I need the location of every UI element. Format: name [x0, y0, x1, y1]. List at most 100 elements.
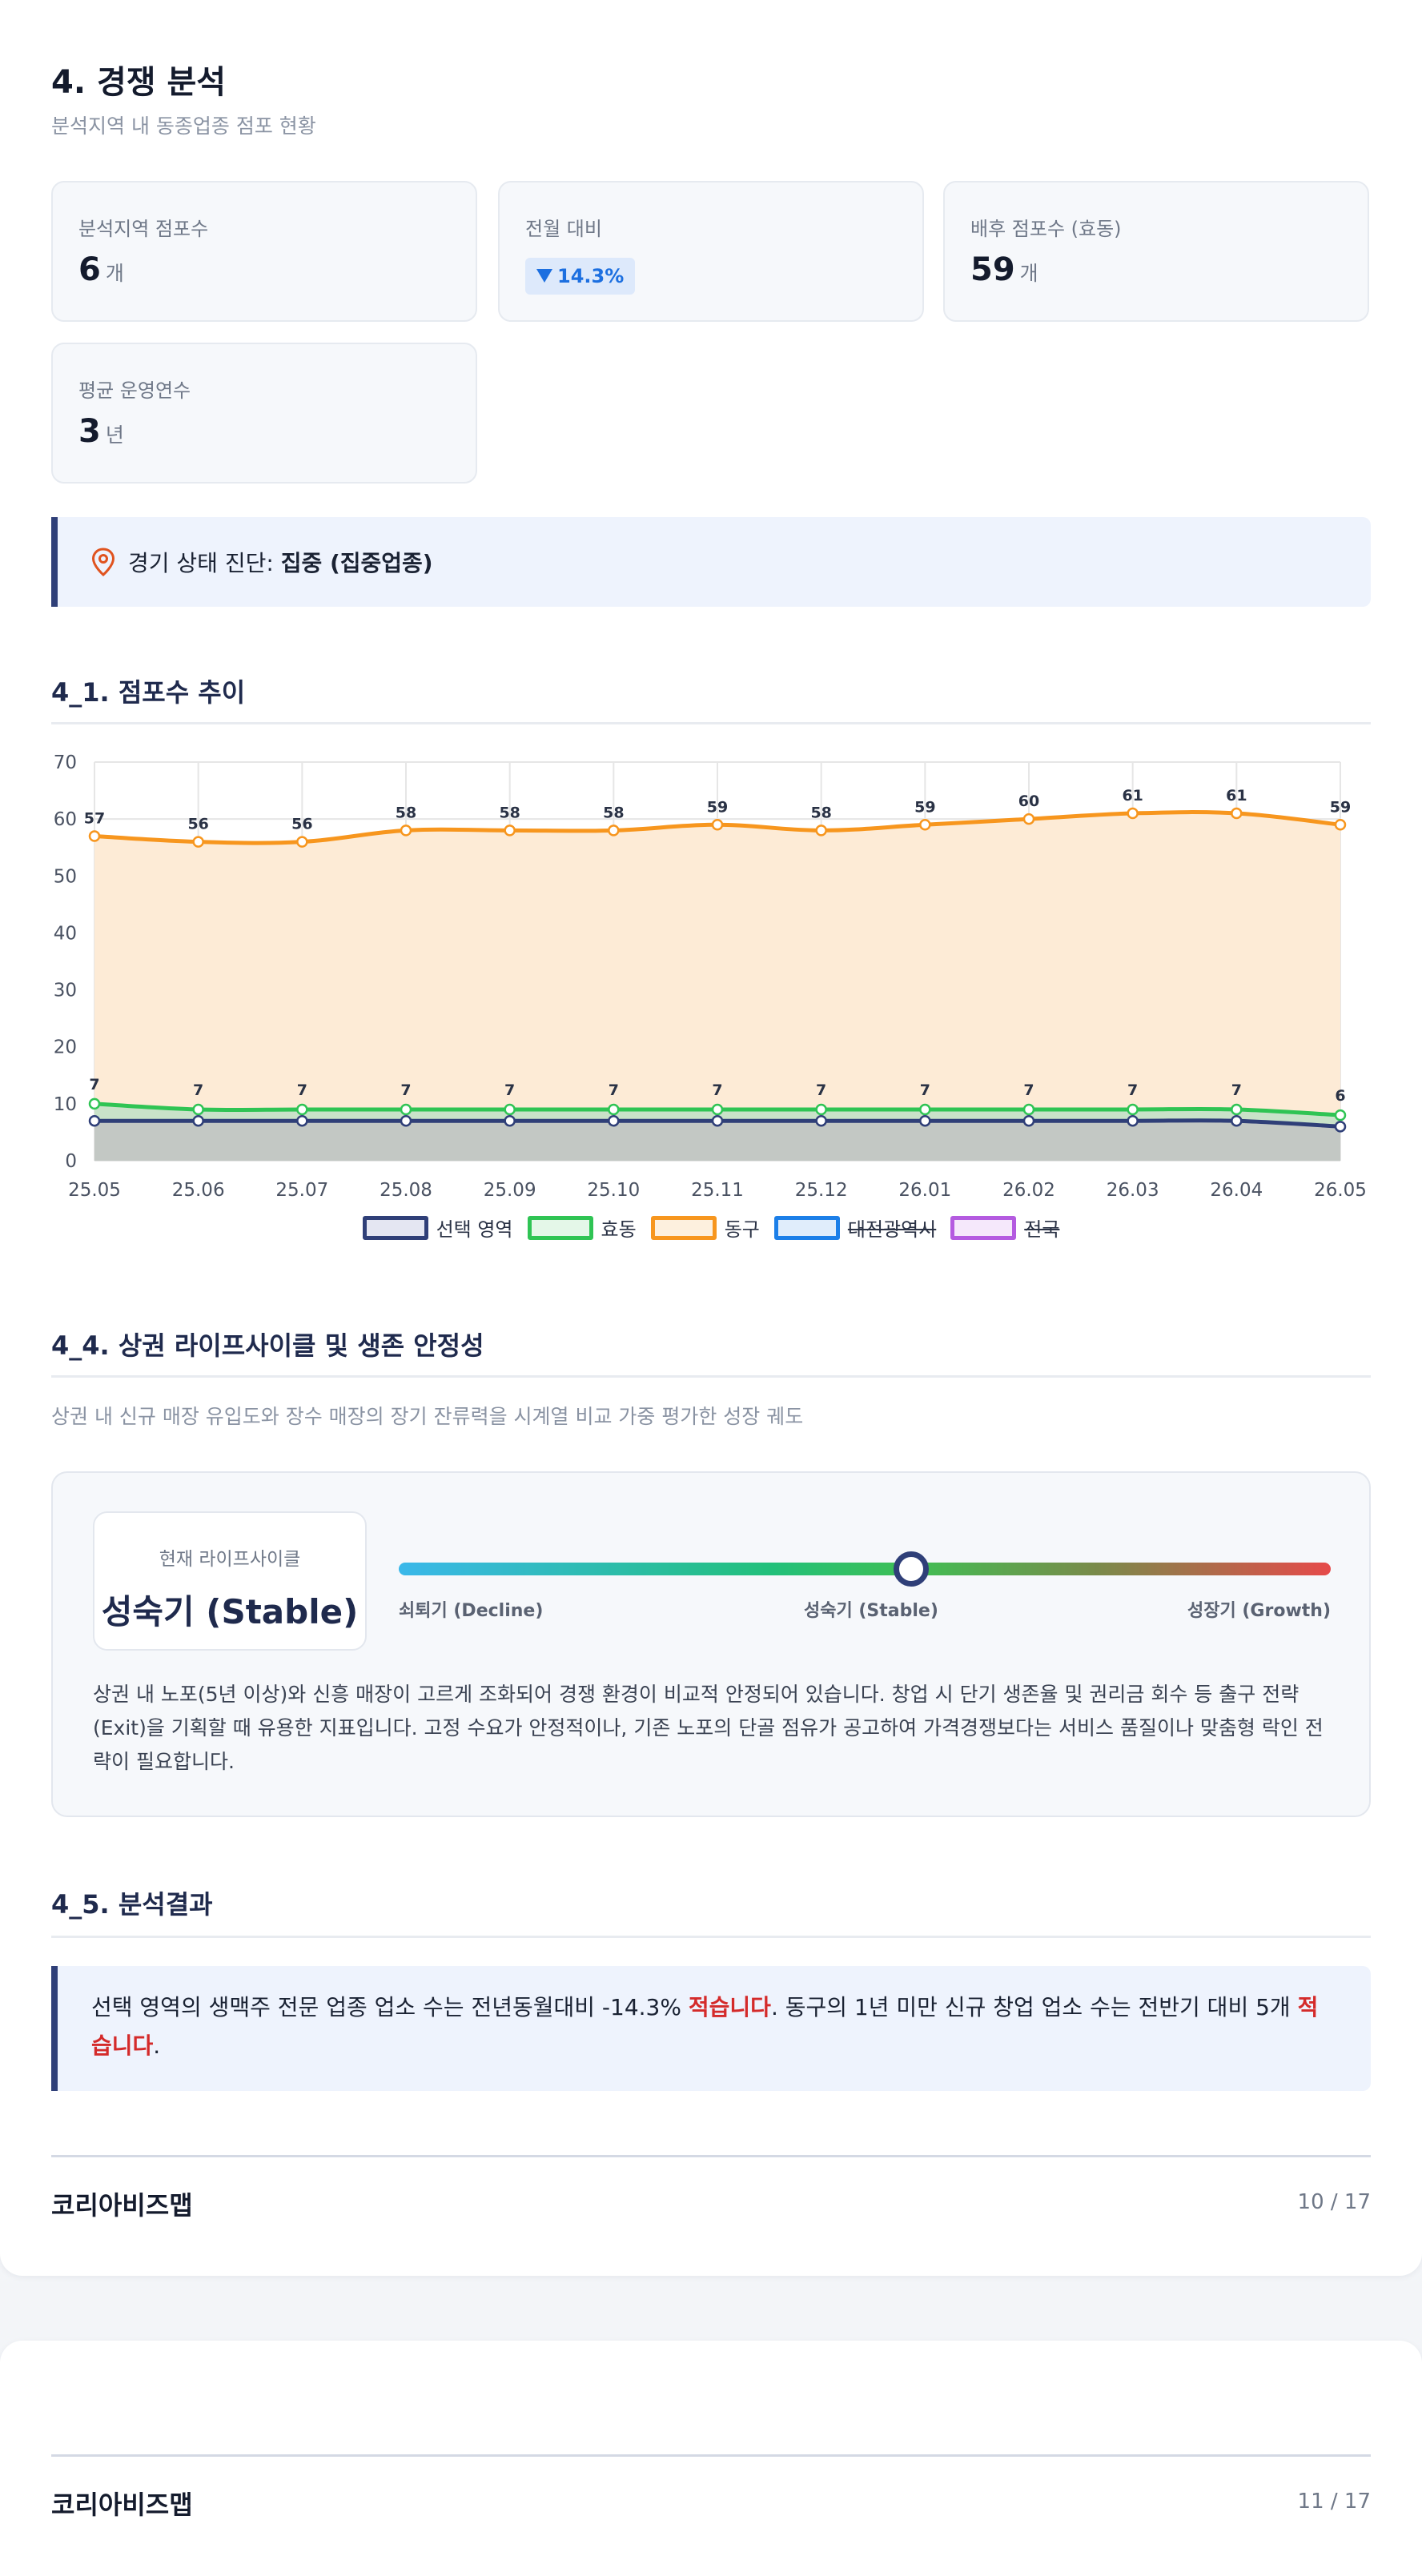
- data-label: 59: [914, 798, 935, 816]
- data-point: [919, 819, 931, 831]
- section-divider: [51, 722, 1371, 724]
- footer-brand: 코리아비즈맵: [51, 2490, 193, 2520]
- x-tick-label: 25.09: [484, 1180, 536, 1201]
- current-lifecycle-card: 현재 라이프사이클 성숙기 (Stable): [93, 1511, 367, 1651]
- lifecycle-description: 상권 내 노포(5년 이상)와 신흥 매장이 고르게 조화되어 경쟁 환경이 비…: [93, 1683, 1324, 1773]
- current-lifecycle-label: 현재 라이프사이클: [159, 1549, 301, 1570]
- trend-title: 4_1. 점포수 추이: [51, 677, 246, 708]
- data-label: 58: [603, 804, 624, 821]
- data-point: [1231, 807, 1243, 820]
- section-divider: [51, 1936, 1371, 1938]
- data-label: 7: [1231, 1081, 1242, 1099]
- data-label: 56: [187, 816, 208, 833]
- data-point: [1022, 1114, 1035, 1127]
- data-point: [1127, 1103, 1139, 1116]
- stage-decline: 쇠퇴기 (Decline): [399, 1601, 544, 1621]
- result-highlight-1: 적습니다: [688, 1994, 771, 2020]
- legend-item[interactable]: 동구: [650, 1214, 760, 1242]
- kpi-label: 배후 점포수 (효동): [970, 218, 1122, 240]
- y-tick-label: 70: [54, 752, 77, 773]
- diagnosis-value: 집중 (집중업종): [280, 550, 433, 576]
- data-point: [88, 1114, 101, 1127]
- x-tick-label: 26.03: [1107, 1180, 1159, 1201]
- x-tick-label: 26.05: [1314, 1180, 1367, 1201]
- lifecycle-title: 4_4. 상권 라이프사이클 및 생존 안정성: [51, 1330, 484, 1361]
- x-tick-label: 25.08: [380, 1180, 432, 1201]
- data-point: [296, 1114, 308, 1127]
- data-point: [504, 1103, 516, 1116]
- data-label: 7: [816, 1081, 826, 1099]
- data-point: [1231, 1114, 1243, 1127]
- location-pin-icon: [91, 548, 115, 576]
- data-point: [608, 1103, 620, 1116]
- data-point: [192, 1114, 204, 1127]
- data-point: [400, 1103, 412, 1116]
- data-label: 7: [609, 1081, 619, 1099]
- x-tick-label: 26.04: [1210, 1180, 1263, 1201]
- stage-stable: 성숙기 (Stable): [804, 1601, 938, 1621]
- data-point: [88, 830, 101, 842]
- data-point: [815, 1114, 827, 1127]
- chart-legend: 선택 영역 효동 동구 대전광역시 전국: [0, 1214, 1422, 1242]
- legend-label: 전국: [1024, 1218, 1060, 1241]
- data-point: [1022, 1103, 1035, 1116]
- data-label: 6: [1335, 1087, 1345, 1105]
- lifecycle-subtitle: 상권 내 신규 매장 유입도와 장수 매장의 장기 잔류력을 시계열 비교 가중…: [51, 1405, 804, 1428]
- kpi-card-month-change: 전월 대비 14.3%: [498, 181, 924, 322]
- x-tick-label: 25.07: [275, 1180, 328, 1201]
- kpi-unit: 개: [1019, 262, 1038, 285]
- data-label: 61: [1226, 787, 1247, 804]
- legend-item[interactable]: 전국: [950, 1214, 1059, 1242]
- data-label: 7: [89, 1076, 99, 1093]
- legend-label: 효동: [601, 1218, 637, 1241]
- data-point: [1022, 813, 1035, 825]
- legend-swatch: [650, 1215, 717, 1240]
- kpi-card-store-count: 분석지역 점포수 6 개: [51, 181, 477, 322]
- legend-item[interactable]: 효동: [527, 1214, 637, 1242]
- data-point: [815, 1103, 827, 1116]
- data-label: 7: [504, 1081, 515, 1099]
- lifecycle-gauge-bar: [399, 1563, 1331, 1575]
- legend-swatch: [362, 1215, 428, 1240]
- diagnosis-prefix: 경기 상태 진단:: [128, 550, 281, 576]
- data-point: [296, 1103, 308, 1116]
- x-tick-label: 25.12: [795, 1180, 848, 1201]
- data-point: [400, 825, 412, 837]
- stage-growth: 성장기 (Growth): [1187, 1601, 1331, 1621]
- legend-label: 선택 영역: [436, 1218, 513, 1241]
- report-page-10: 4. 경쟁 분석 분석지역 내 동종업종 점포 현황 분석지역 점포수 6 개 …: [0, 0, 1422, 2276]
- footer-brand: 코리아비즈맵: [51, 2190, 193, 2221]
- x-tick-label: 25.11: [691, 1180, 744, 1201]
- data-point: [1127, 1114, 1139, 1127]
- kpi-label: 평균 운영연수: [78, 379, 191, 402]
- data-point: [88, 1097, 101, 1110]
- legend-label: 동구: [724, 1218, 760, 1241]
- data-label: 61: [1122, 787, 1143, 804]
- y-tick-label: 30: [54, 981, 77, 1001]
- data-label: 59: [1330, 798, 1351, 816]
- x-tick-label: 25.05: [68, 1180, 121, 1201]
- data-point: [608, 825, 620, 837]
- data-label: 7: [1127, 1081, 1138, 1099]
- result-highlight-2: 적습니다: [91, 1994, 1319, 2059]
- legend-item[interactable]: 선택 영역: [362, 1214, 513, 1242]
- result-title: 4_5. 분석결과: [51, 1889, 213, 1920]
- section-divider: [51, 1375, 1371, 1378]
- store-count-trend-chart: 0 10 20 30 40 50 60 70 25.05 25.06 25.07 25.08 25.09…: [54, 752, 1367, 1201]
- data-label: 57: [84, 809, 105, 827]
- y-tick-label: 0: [65, 1151, 77, 1172]
- data-label: 7: [400, 1081, 411, 1099]
- kpi-value: 3 년: [78, 413, 124, 450]
- legend-swatch: [950, 1215, 1017, 1240]
- footer-page-number: 10 / 17: [1297, 2190, 1371, 2214]
- data-point: [919, 1114, 931, 1127]
- data-point: [608, 1114, 620, 1127]
- result-text-1: 선택 영역의 생맥주 전문 업종 업소 수는 전년동월대비 -14.3%: [91, 1994, 689, 2020]
- data-label: 58: [810, 804, 831, 821]
- lifecycle-gauge-marker: [894, 1551, 930, 1587]
- legend-item[interactable]: 대전광역시: [773, 1214, 936, 1242]
- data-label: 58: [396, 804, 416, 821]
- data-point: [815, 825, 827, 837]
- result-text-3: .: [153, 2032, 161, 2059]
- lifecycle-panel: 현재 라이프사이클 성숙기 (Stable) 쇠퇴기 (Decline) 성숙기…: [51, 1471, 1371, 1817]
